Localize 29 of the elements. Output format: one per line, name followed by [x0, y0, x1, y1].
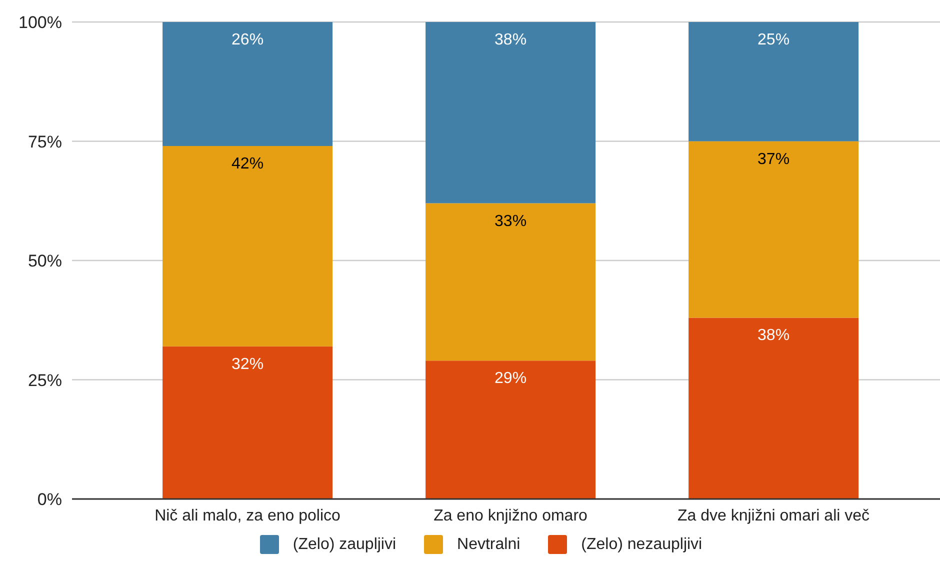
data-label: 32% [232, 356, 264, 373]
bar [426, 22, 596, 204]
data-label: 33% [494, 212, 527, 230]
data-label: 38% [758, 327, 790, 344]
legend-label: (Zelo) zaupljivi [292, 536, 396, 554]
y-tick-label: 50% [28, 252, 62, 271]
data-label: 29% [494, 370, 527, 388]
bar [162, 346, 333, 499]
x-tick-label: Za eno knjižno omaro [434, 507, 588, 524]
x-tick-label: Za dve knjižni omari ali več [677, 507, 870, 524]
y-tick-label: 75% [28, 132, 62, 152]
legend-label: Nevtralni [457, 536, 520, 554]
bar [688, 141, 859, 318]
y-tick-label: 100% [18, 13, 62, 32]
bar [426, 360, 596, 499]
data-label: 25% [758, 32, 790, 48]
data-label: 38% [494, 32, 527, 48]
x-tick-label: Nič ali malo, za eno polico [154, 507, 341, 524]
y-tick-label: 25% [28, 370, 62, 390]
data-label: 42% [232, 156, 264, 173]
bar [688, 318, 859, 499]
legend-label: (Zelo) nezaupljivi [581, 536, 702, 554]
bar [688, 22, 859, 142]
bar [426, 203, 596, 361]
bar [162, 146, 333, 346]
data-label: 37% [758, 150, 790, 168]
data-label: 26% [232, 32, 264, 48]
bar [162, 22, 333, 146]
y-tick-label: 0% [37, 490, 62, 510]
